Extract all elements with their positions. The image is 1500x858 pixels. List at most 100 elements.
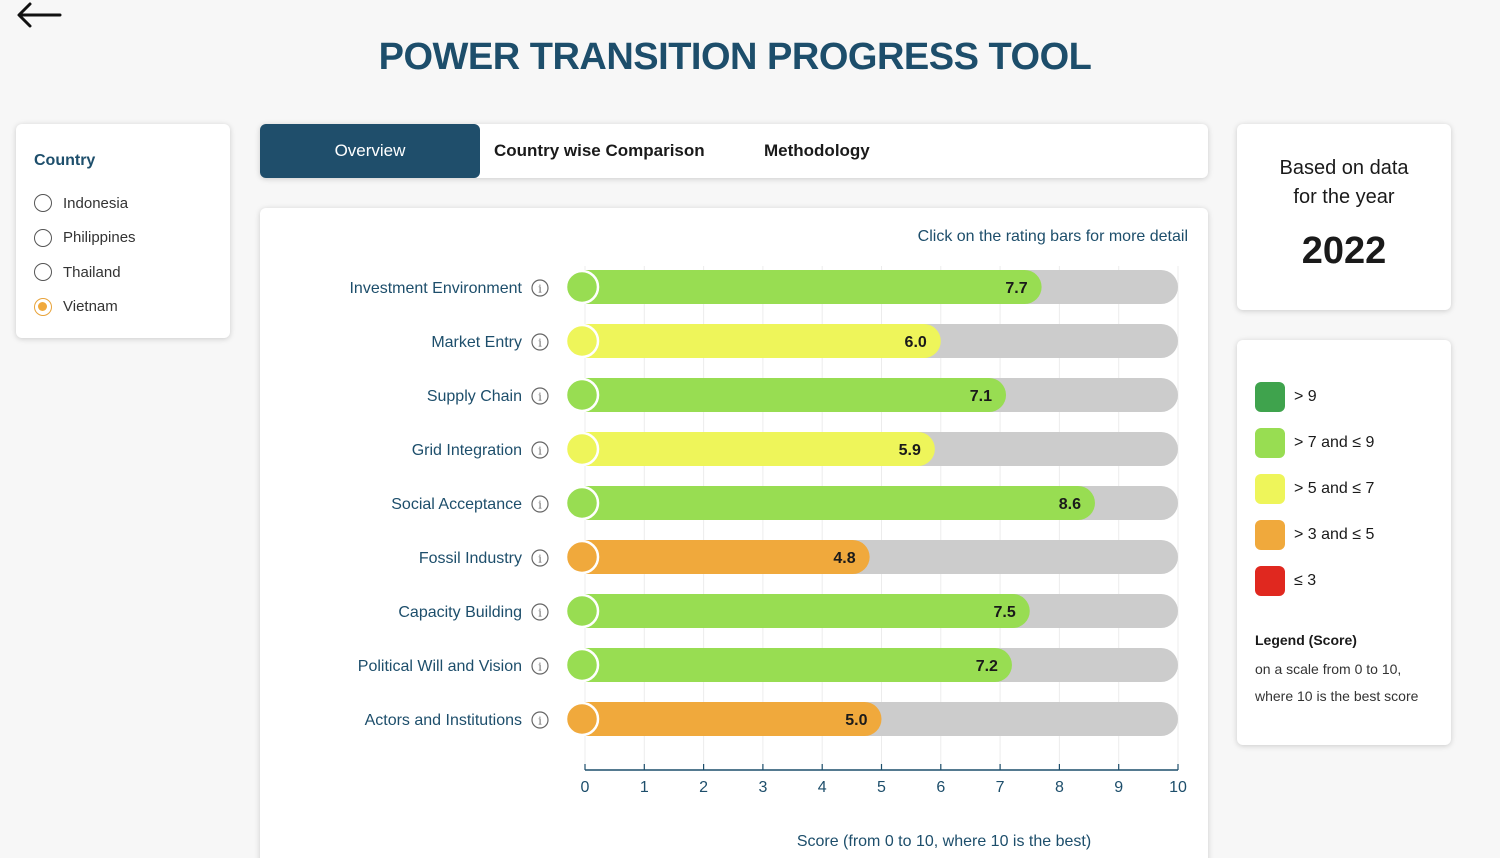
legend-swatch	[1255, 566, 1285, 596]
country-heading: Country	[34, 152, 96, 169]
category-label: Grid Integration	[412, 442, 522, 459]
category-label: Investment Environment	[349, 280, 522, 297]
back-arrow-icon[interactable]	[14, 0, 64, 30]
country-panel: Country Indonesia Philippines Thailand Viet…	[16, 124, 230, 338]
year-value: 2022	[1301, 230, 1387, 272]
rating-bar[interactable]	[566, 432, 935, 466]
info-icon[interactable]	[531, 495, 549, 513]
page-title: POWER TRANSITION PROGRESS TOOL	[378, 36, 1092, 78]
country-option-indonesia[interactable]: Indonesia	[34, 186, 212, 221]
rating-bar[interactable]	[566, 648, 1012, 682]
legend-item: ≤ 3	[1255, 558, 1433, 604]
x-tick-label: 0	[581, 779, 590, 796]
x-tick-label: 6	[936, 779, 945, 796]
legend-item: > 3 and ≤ 5	[1255, 512, 1433, 558]
bar-start-dot	[564, 593, 600, 629]
rating-bar[interactable]	[566, 594, 1030, 628]
bar-start-dot	[564, 701, 600, 737]
x-tick-label: 2	[699, 779, 708, 796]
x-axis-title: Score (from 0 to 10, where 10 is the bes…	[797, 833, 1091, 850]
category-label: Supply Chain	[427, 388, 522, 405]
rating-bar[interactable]	[566, 378, 1007, 412]
bar-value-label: 7.2	[976, 658, 998, 675]
rating-bar-chart: 7.7 Investment Environment i 6.0 Market Entr…	[349, 266, 1187, 850]
tab-overview[interactable]: Overview	[260, 124, 480, 178]
country-option-label: Vietnam	[63, 298, 118, 316]
chart-panel: Click on the rating bars for more detail…	[260, 208, 1208, 858]
country-option-thailand[interactable]: Thailand	[34, 255, 212, 290]
chart-hint: Click on the rating bars for more detail	[917, 228, 1188, 245]
legend-item: > 7 and ≤ 9	[1255, 420, 1433, 466]
bar-value-label: 5.9	[899, 442, 921, 459]
legend-label: ≤ 3	[1294, 572, 1317, 589]
country-option-philippines[interactable]: Philippines	[34, 221, 212, 256]
legend-label: > 3 and ≤ 5	[1294, 526, 1375, 543]
info-icon[interactable]	[531, 441, 549, 459]
info-icon-glyph: i	[538, 661, 542, 674]
country-option-label: Thailand	[63, 263, 121, 281]
year-panel: Based on data for the year 2022	[1237, 124, 1451, 310]
radio-button-icon[interactable]	[34, 263, 52, 282]
radio-button-icon[interactable]	[34, 228, 52, 247]
bar-start-dot	[564, 485, 600, 521]
info-icon[interactable]	[531, 657, 549, 675]
x-tick-label: 4	[818, 779, 827, 796]
info-icon[interactable]	[531, 387, 549, 405]
bar-start-dot	[564, 323, 600, 359]
rating-bar[interactable]	[566, 270, 1042, 304]
bar-start-dot	[564, 539, 600, 575]
country-option-label: Philippines	[63, 229, 136, 247]
x-tick-label: 10	[1169, 779, 1187, 796]
legend-swatch	[1255, 382, 1285, 412]
x-tick-label: 1	[640, 779, 649, 796]
bar-value-label: 5.0	[845, 712, 867, 729]
rating-bar[interactable]	[566, 702, 882, 736]
x-tick-label: 3	[758, 779, 767, 796]
bar-start-dot	[564, 269, 600, 305]
info-icon-glyph: i	[538, 499, 542, 512]
legend-swatch	[1255, 428, 1285, 458]
x-tick-label: 9	[1114, 779, 1123, 796]
tab-country-comparison[interactable]: Country wise Comparison	[494, 141, 705, 160]
year-label-line1: Based on data	[1279, 157, 1409, 179]
bar-value-label: 7.1	[970, 388, 992, 405]
year-label-line2: for the year	[1293, 186, 1395, 208]
info-icon-glyph: i	[538, 391, 542, 404]
category-label: Fossil Industry	[419, 550, 522, 567]
category-label: Political Will and Vision	[358, 658, 522, 675]
info-icon-glyph: i	[538, 553, 542, 566]
bar-value-label: 6.0	[905, 334, 927, 351]
radio-button-icon[interactable]	[34, 297, 52, 316]
bar-value-label: 7.5	[994, 604, 1016, 621]
legend-swatch	[1255, 474, 1285, 504]
info-icon[interactable]	[531, 549, 549, 567]
bar-value-label: 8.6	[1059, 496, 1081, 513]
bar-value-label: 4.8	[833, 550, 855, 567]
info-icon[interactable]	[531, 279, 549, 297]
category-label: Actors and Institutions	[365, 712, 522, 729]
country-option-vietnam[interactable]: Vietnam	[34, 290, 212, 325]
legend-swatch	[1255, 520, 1285, 550]
country-option-label: Indonesia	[63, 194, 129, 212]
country-list: Indonesia Philippines Thailand Vietnam	[34, 186, 212, 324]
legend-list: > 9 > 7 and ≤ 9 > 5 and ≤ 7 > 3 and ≤ 5 ≤ 3	[1255, 374, 1433, 604]
rating-bar[interactable]	[566, 540, 870, 574]
info-icon[interactable]	[531, 603, 549, 621]
rating-bar[interactable]	[566, 486, 1095, 520]
radio-button-icon[interactable]	[34, 194, 52, 213]
info-icon-glyph: i	[538, 715, 542, 728]
tab-bar: Overview Country wise Comparison Methodo…	[260, 124, 1208, 178]
tab-methodology[interactable]: Methodology	[764, 141, 870, 160]
info-icon-glyph: i	[538, 445, 542, 458]
info-icon[interactable]	[531, 333, 549, 351]
legend-title: Legend (Score)	[1255, 632, 1357, 648]
rating-bar[interactable]	[566, 324, 941, 358]
category-label: Social Acceptance	[391, 496, 522, 513]
info-icon-glyph: i	[538, 283, 542, 296]
info-icon[interactable]	[531, 711, 549, 729]
x-tick-label: 8	[1055, 779, 1064, 796]
bar-start-dot	[564, 431, 600, 467]
legend-item: > 9	[1255, 374, 1433, 420]
bar-start-dot	[564, 377, 600, 413]
legend-label: > 7 and ≤ 9	[1294, 434, 1375, 451]
